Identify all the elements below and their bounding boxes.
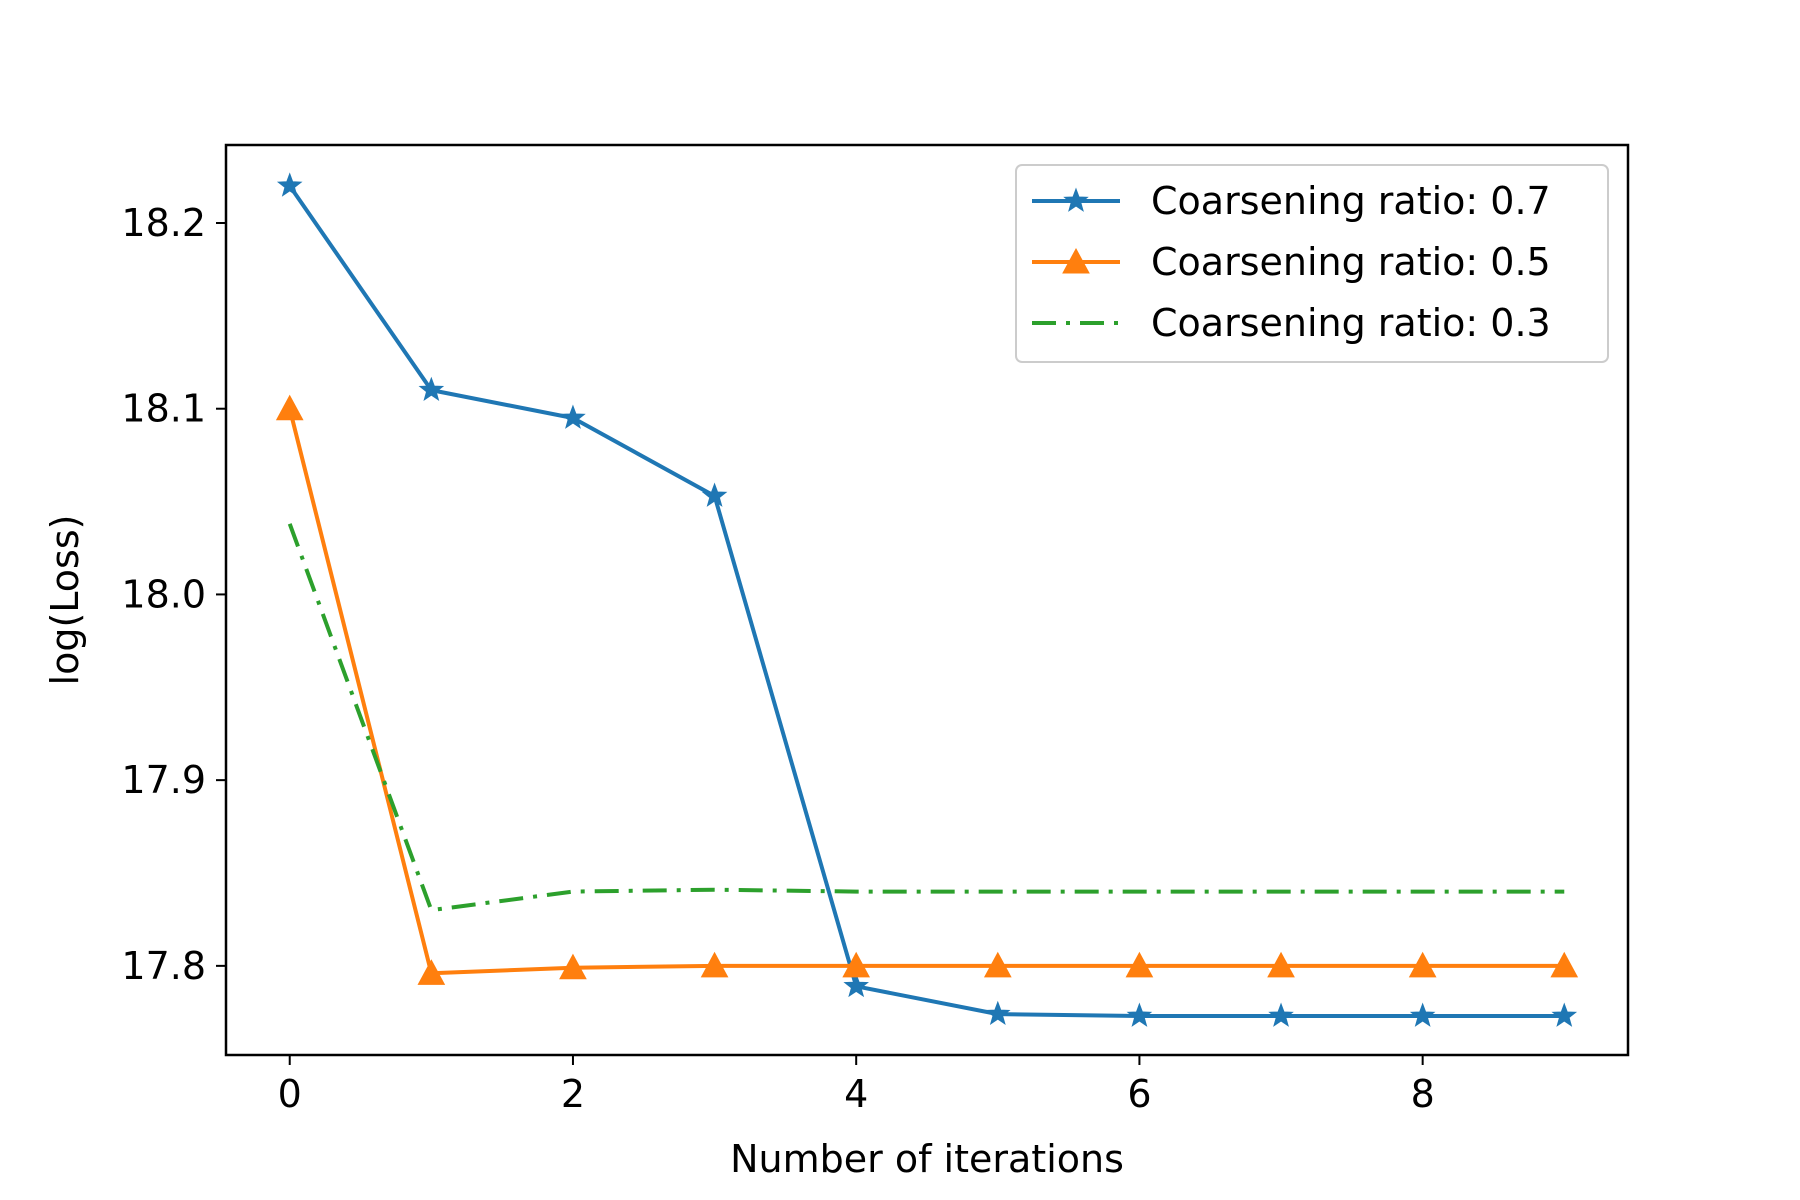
y-axis-label: log(Loss): [43, 515, 87, 686]
data-point-coarsening-ratio-0-7: [1551, 1002, 1578, 1027]
data-point-coarsening-ratio-0-5: [700, 951, 729, 978]
y-tick-label: 17.8: [121, 944, 206, 988]
x-axis-label: Number of iterations: [730, 1137, 1124, 1181]
x-tick-label: 0: [278, 1072, 302, 1116]
data-point-coarsening-ratio-0-7: [1126, 1002, 1153, 1027]
data-point-coarsening-ratio-0-7: [843, 972, 869, 998]
series-coarsening-ratio-0-7: [276, 172, 1578, 1027]
x-tick-label: 2: [561, 1072, 585, 1116]
y-tick-label: 18.0: [121, 572, 206, 616]
data-point-coarsening-ratio-0-7: [560, 404, 586, 429]
data-point-coarsening-ratio-0-5: [559, 953, 587, 980]
y-tick-label: 17.9: [121, 758, 206, 802]
legend: Coarsening ratio: 0.7 Coarsening ratio: 0…: [1015, 164, 1609, 363]
x-tick-label: 6: [1127, 1072, 1151, 1116]
series-layer: [275, 172, 1579, 1027]
legend-label-coarsening-ratio-0-5: Coarsening ratio: 0.5: [1151, 240, 1551, 284]
series-line-coarsening-ratio-0-7: [288, 184, 1565, 1018]
data-point-coarsening-ratio-0-7: [1409, 1002, 1436, 1027]
legend-marker-coarsening-ratio-0-7: [1063, 187, 1089, 212]
y-tick-label: 18.1: [121, 387, 206, 431]
data-point-coarsening-ratio-0-7: [985, 1000, 1011, 1026]
data-point-coarsening-ratio-0-5: [1550, 951, 1579, 978]
data-point-coarsening-ratio-0-5: [1267, 951, 1295, 978]
data-point-coarsening-ratio-0-5: [1125, 951, 1154, 978]
x-tick-label: 4: [844, 1072, 868, 1116]
y-axis-ticks: 17.8 17.9 18.0 18.1 18.2: [121, 201, 226, 988]
data-point-coarsening-ratio-0-5: [842, 951, 871, 978]
data-point-coarsening-ratio-0-7: [276, 172, 303, 197]
data-point-coarsening-ratio-0-5: [417, 959, 446, 985]
series-line-coarsening-ratio-0-3: [287, 523, 1565, 913]
data-point-coarsening-ratio-0-5: [983, 951, 1012, 978]
legend-box: [1015, 164, 1609, 363]
x-axis-ticks: 0 2 4 6 8: [278, 1055, 1435, 1116]
legend-label-coarsening-ratio-0-7: Coarsening ratio: 0.7: [1151, 179, 1551, 223]
y-tick-label: 18.2: [121, 201, 206, 245]
plot-frame: [224, 143, 1630, 1057]
legend-marker-coarsening-ratio-0-5: [1062, 247, 1090, 274]
x-tick-label: 8: [1411, 1072, 1435, 1116]
data-point-coarsening-ratio-0-5: [275, 394, 304, 421]
data-point-coarsening-ratio-0-5: [1408, 951, 1437, 978]
data-point-coarsening-ratio-0-7: [1268, 1002, 1294, 1027]
series-coarsening-ratio-0-5: [275, 394, 1579, 985]
data-point-coarsening-ratio-0-7: [418, 376, 445, 402]
series-line-coarsening-ratio-0-5: [287, 408, 1565, 976]
legend-label-coarsening-ratio-0-3: Coarsening ratio: 0.3: [1151, 301, 1551, 345]
data-point-coarsening-ratio-0-7: [701, 482, 728, 507]
series-coarsening-ratio-0-3: [287, 523, 1565, 913]
